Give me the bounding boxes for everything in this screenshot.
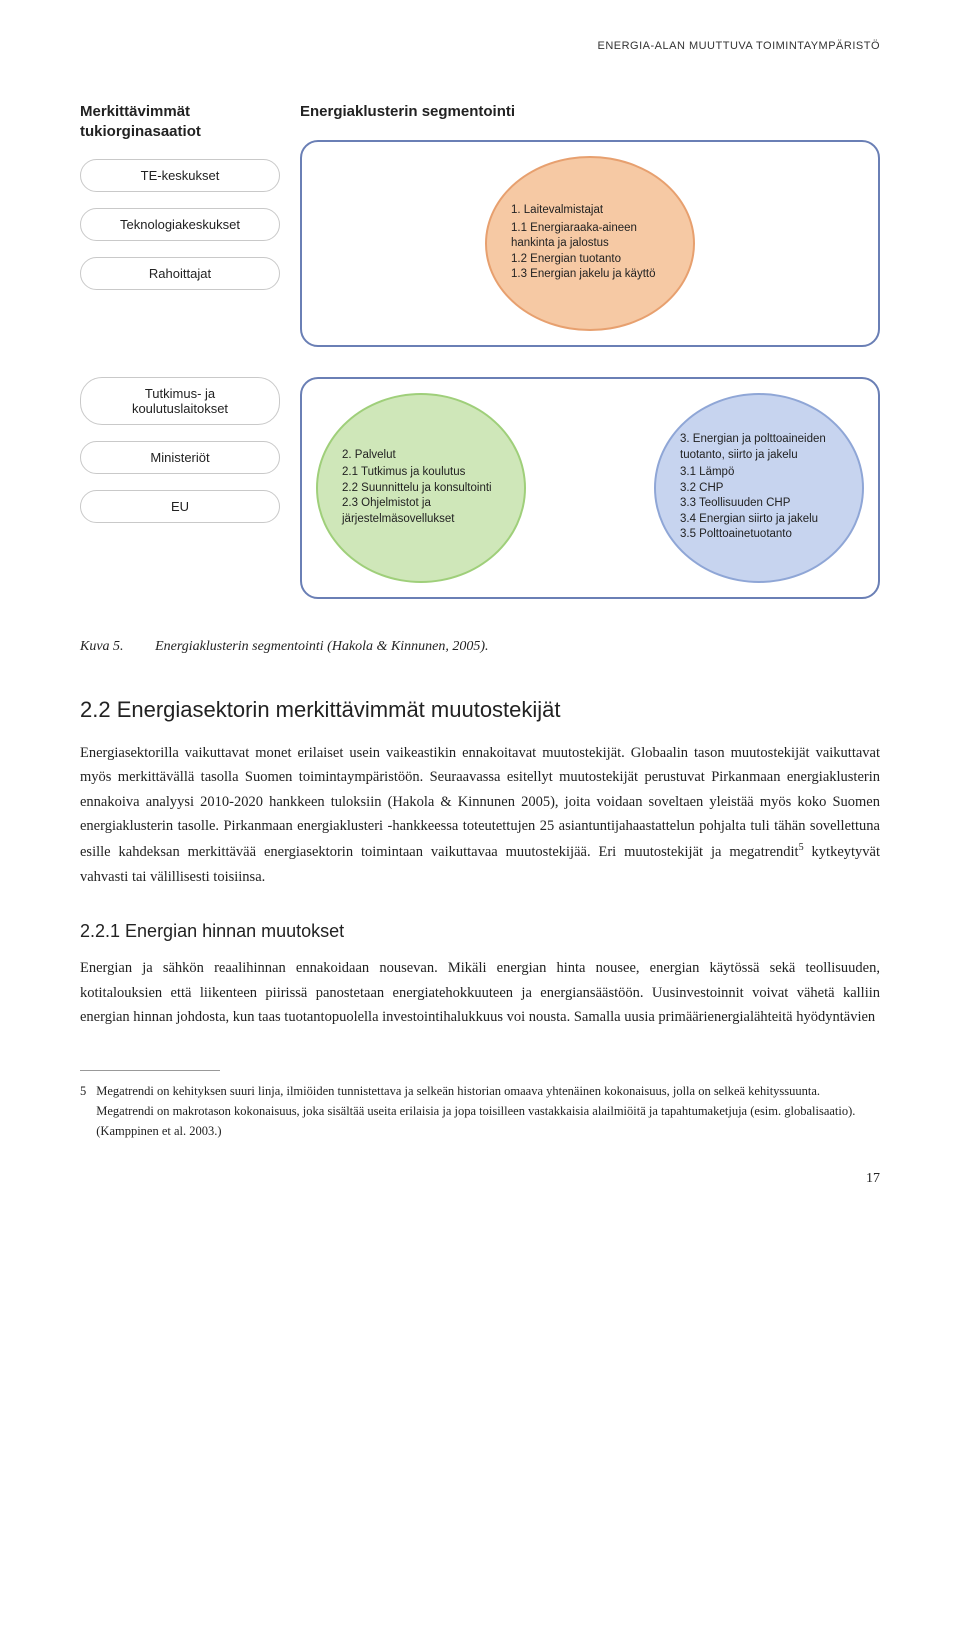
circle-line-3: 3.4 Energian siirto ja jakelu — [670, 512, 848, 528]
cluster-frame-top: 1. Laitevalmistajat 1.1 Energiaraaka-aine… — [300, 140, 880, 347]
caption-text: Energiaklusterin segmentointi (Hakola & … — [155, 639, 489, 654]
circle-laitevalmistajat: 1. Laitevalmistajat 1.1 Energiaraaka-aine… — [485, 156, 695, 331]
left-col-title: Merkittävimmät tukiorginasaatiot — [80, 102, 280, 141]
circle-line-1: 1.2 Energian tuotanto — [501, 252, 679, 268]
circle-line-0: 3.1 Lämpö — [670, 465, 848, 481]
support-org-pill-0: Tutkimus- ja koulutuslaitokset — [80, 377, 280, 425]
circle-line-1: 3.2 CHP — [670, 481, 848, 497]
circle-head: 1. Laitevalmistajat — [511, 203, 679, 219]
footnote-text: Megatrendi on kehityksen suuri linja, il… — [96, 1081, 880, 1141]
footnote-number: 5 — [80, 1081, 86, 1141]
support-org-pill-2: EU — [80, 490, 280, 523]
circle-line-0: 1.1 Energiaraaka-aineen hankinta ja jalo… — [501, 221, 679, 252]
figure-caption: Kuva 5. Energiaklusterin segmentointi (H… — [80, 639, 880, 655]
circle-head: 3. Energian ja polttoaineiden tuotanto, … — [680, 432, 848, 463]
caption-number: Kuva 5. — [80, 639, 124, 654]
body-paragraph-1: Energiasektorilla vaikuttavat monet eril… — [80, 741, 880, 890]
support-org-pill-1: Teknologiakeskukset — [80, 208, 280, 241]
right-col-title: Energiaklusterin segmentointi — [300, 102, 880, 122]
support-org-pill-1: Ministeriöt — [80, 441, 280, 474]
circle-line-0: 2.1 Tutkimus ja koulutus — [332, 465, 510, 481]
circle-line-2: 1.3 Energian jakelu ja käyttö — [501, 267, 679, 283]
page-number: 17 — [80, 1171, 880, 1187]
circle-head: 2. Palvelut — [342, 448, 510, 464]
section-heading-2-2: 2.2 Energiasektorin merkittävimmät muuto… — [80, 697, 880, 723]
support-org-pill-0: TE-keskukset — [80, 159, 280, 192]
page-header: ENERGIA-ALAN MUUTTUVA TOIMINTAYMPÄRISTÖ — [80, 40, 880, 52]
cluster-frame-bottom: 2. Palvelut2.1 Tutkimus ja koulutus2.2 S… — [300, 377, 880, 599]
footnote-5: 5 Megatrendi on kehityksen suuri linja, … — [80, 1081, 880, 1141]
body-paragraph-2: Energian ja sähkön reaalihinnan ennakoid… — [80, 956, 880, 1030]
circle-line-1: 2.2 Suunnittelu ja konsultointi — [332, 481, 510, 497]
circle-line-2: 2.3 Ohjelmistot ja järjestelmäsovellukse… — [332, 496, 510, 527]
circle-line-4: 3.5 Polttoainetuotanto — [670, 527, 848, 543]
support-org-pill-2: Rahoittajat — [80, 257, 280, 290]
circle-line-2: 3.3 Teollisuuden CHP — [670, 496, 848, 512]
footnote-rule — [80, 1070, 220, 1071]
circle-energian-tuotanto: 3. Energian ja polttoaineiden tuotanto, … — [654, 393, 864, 583]
circle-palvelut: 2. Palvelut2.1 Tutkimus ja koulutus2.2 S… — [316, 393, 526, 583]
subsection-heading-2-2-1: 2.2.1 Energian hinnan muutokset — [80, 921, 880, 942]
figure-5-diagram: Merkittävimmät tukiorginasaatiot TE-kesk… — [80, 102, 880, 599]
